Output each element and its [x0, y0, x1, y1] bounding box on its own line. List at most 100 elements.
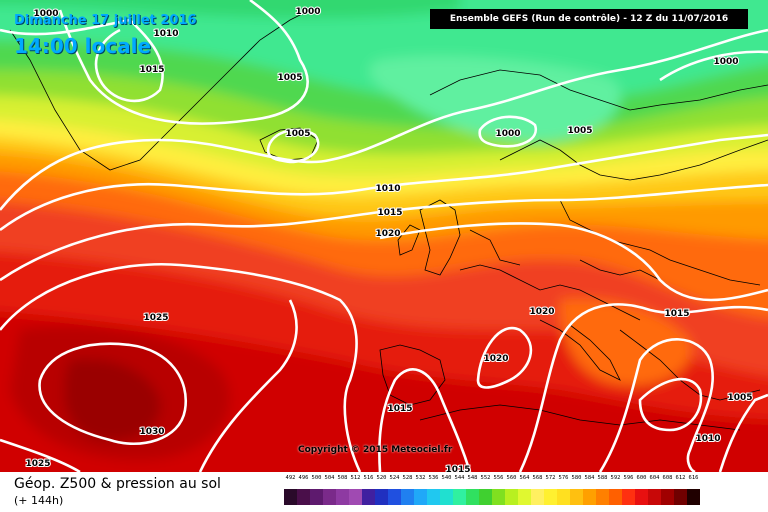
scale-value-label: 572 — [545, 475, 556, 481]
copyright-notice: Copyright © 2015 Meteociel.fr — [298, 445, 453, 455]
isobar-label: 1010 — [695, 434, 720, 444]
isobar-label: 1000 — [713, 57, 738, 67]
scale-value-label: 608 — [662, 475, 673, 481]
isobar-label: 1015 — [139, 65, 164, 75]
scale-value-label: 600 — [636, 475, 647, 481]
scale-swatch — [687, 489, 700, 505]
scale-value-label: 540 — [441, 475, 452, 481]
isobar-label: 1000 — [33, 9, 58, 19]
map-canvas: 1000 1010 1000 1015 1005 1000 1005 1000 1005 1010… — [0, 0, 768, 472]
scale-value-label: 564 — [519, 475, 530, 481]
isobar-label: 1010 — [153, 29, 178, 39]
scale-swatch — [375, 489, 388, 505]
scale-value-label: 552 — [480, 475, 491, 481]
isobar-label: 1000 — [295, 7, 320, 17]
scale-value-label: 512 — [350, 475, 361, 481]
isobar-label: 1010 — [375, 184, 400, 194]
isobar-label: 1005 — [727, 393, 752, 403]
scale-swatch — [362, 489, 375, 505]
scale-swatch — [453, 489, 466, 505]
color-scale — [284, 489, 700, 505]
isobar-label: 1005 — [285, 129, 310, 139]
scale-value-label: 588 — [597, 475, 608, 481]
scale-swatch — [310, 489, 323, 505]
isobar-label: 1000 — [495, 129, 520, 139]
scale-value-label: 516 — [363, 475, 374, 481]
scale-value-label: 508 — [337, 475, 348, 481]
scale-value-label: 560 — [506, 475, 517, 481]
isobar-label: 1020 — [483, 354, 508, 364]
scale-swatch — [297, 489, 310, 505]
scale-value-label: 596 — [623, 475, 634, 481]
scale-swatch — [479, 489, 492, 505]
scale-value-label: 568 — [532, 475, 543, 481]
isobar-label: 1005 — [277, 73, 302, 83]
isobar-label: 1015 — [377, 208, 402, 218]
scale-value-label: 492 — [285, 475, 296, 481]
scale-swatch — [557, 489, 570, 505]
scale-value-label: 500 — [311, 475, 322, 481]
scale-value-label: 616 — [688, 475, 699, 481]
scale-swatch — [440, 489, 453, 505]
scale-value-label: 576 — [558, 475, 569, 481]
scale-value-label: 528 — [402, 475, 413, 481]
isobar-label: 1025 — [143, 313, 168, 323]
scale-swatch — [583, 489, 596, 505]
scale-value-label: 580 — [571, 475, 582, 481]
legend-subtitle: (+ 144h) — [14, 494, 64, 507]
scale-value-label: 548 — [467, 475, 478, 481]
scale-swatch — [622, 489, 635, 505]
color-scale-labels: 492 496 500 504 508 512 516 520 524 528 532 536 540 5… — [284, 475, 752, 485]
scale-swatch — [648, 489, 661, 505]
forecast-time: 14:00 locale — [14, 34, 151, 58]
isobar-label: 1005 — [567, 126, 592, 136]
scale-value-label: 524 — [389, 475, 400, 481]
scale-swatch — [674, 489, 687, 505]
scale-value-label: 504 — [324, 475, 335, 481]
scale-value-label: 536 — [428, 475, 439, 481]
isobar-label: 1015 — [445, 465, 470, 472]
forecast-date: Dimanche 17 juillet 2016 — [14, 13, 197, 28]
scale-value-label: 604 — [649, 475, 660, 481]
scale-swatch — [635, 489, 648, 505]
scale-swatch — [284, 489, 297, 505]
scale-value-label: 532 — [415, 475, 426, 481]
scale-swatch — [349, 489, 362, 505]
model-run-banner: Ensemble GEFS (Run de contrôle) - 12 Z d… — [430, 9, 748, 29]
isobar-label: 1020 — [375, 229, 400, 239]
coastlines — [9, 9, 768, 431]
isobar-label: 1025 — [25, 459, 50, 469]
scale-swatch — [336, 489, 349, 505]
scale-value-label: 496 — [298, 475, 309, 481]
scale-swatch — [505, 489, 518, 505]
scale-swatch — [414, 489, 427, 505]
scale-swatch — [544, 489, 557, 505]
isobar-labels: 1000 1010 1000 1015 1005 1000 1005 1000 1005 1010… — [24, 6, 753, 472]
scale-value-label: 556 — [493, 475, 504, 481]
scale-swatch — [466, 489, 479, 505]
weather-map: 1000 1010 1000 1015 1005 1000 1005 1000 1005 1010… — [0, 0, 768, 472]
scale-swatch — [401, 489, 414, 505]
legend-footer: Géop. Z500 & pression au sol (+ 144h) 49… — [0, 472, 768, 512]
scale-value-label: 592 — [610, 475, 621, 481]
scale-value-label: 584 — [584, 475, 595, 481]
scale-swatch — [427, 489, 440, 505]
isobars — [0, 0, 768, 472]
scale-value-label: 520 — [376, 475, 387, 481]
legend-title: Géop. Z500 & pression au sol — [14, 476, 221, 492]
isobar-label: 1015 — [387, 404, 412, 414]
geopotential-bands — [0, 0, 768, 472]
scale-swatch — [596, 489, 609, 505]
scale-swatch — [518, 489, 531, 505]
scale-swatch — [492, 489, 505, 505]
scale-value-label: 544 — [454, 475, 465, 481]
scale-swatch — [570, 489, 583, 505]
scale-swatch — [388, 489, 401, 505]
scale-swatch — [661, 489, 674, 505]
scale-swatch — [531, 489, 544, 505]
scale-swatch — [323, 489, 336, 505]
scale-value-label: 612 — [675, 475, 686, 481]
scale-swatch — [609, 489, 622, 505]
isobar-label: 1015 — [664, 309, 689, 319]
